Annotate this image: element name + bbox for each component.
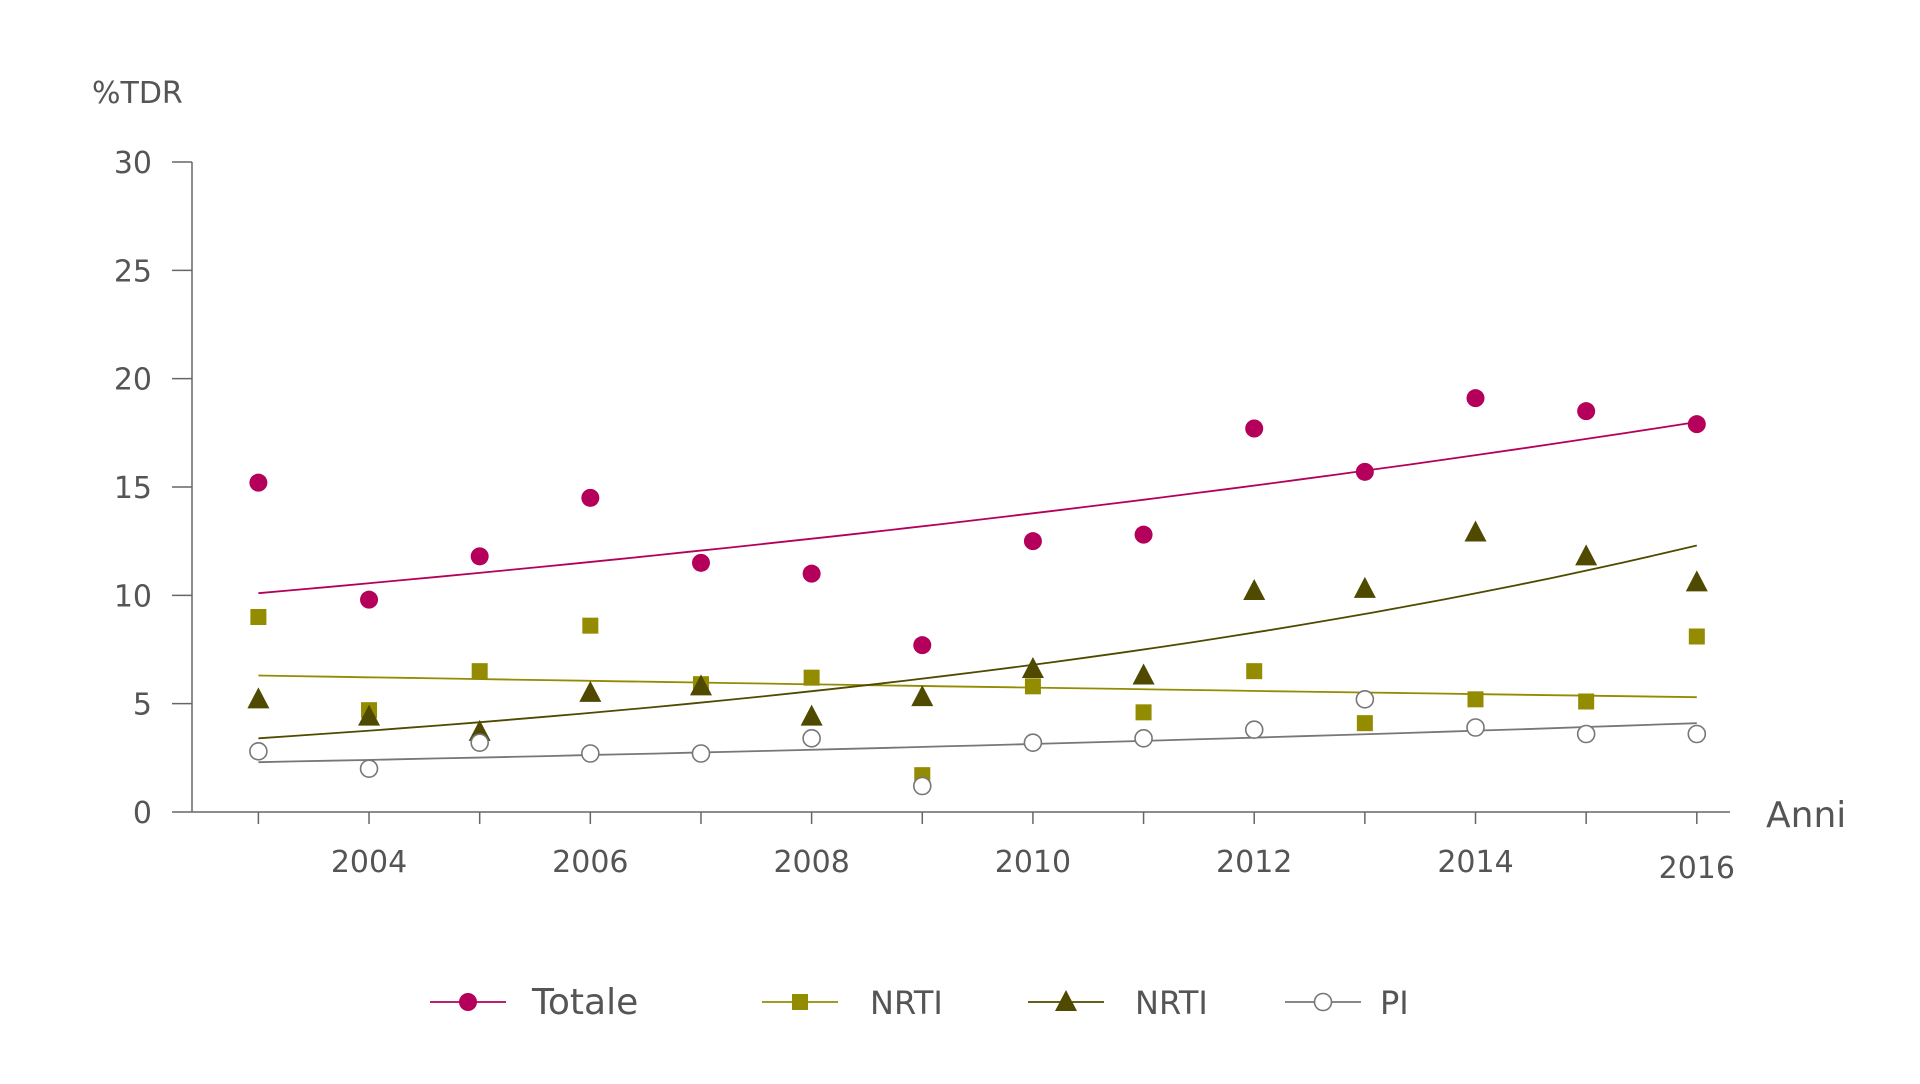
point-series-3 [358,704,381,726]
point-series-4 [691,744,711,763]
point-series-2 [1356,715,1373,732]
point-series-3 [911,685,934,707]
point-series-2 [250,609,267,625]
point-series-3 [1132,663,1155,685]
point-series-4 [470,733,489,752]
point-series-2 [1246,663,1263,680]
point-series-3 [247,687,270,709]
point-series-1 [1687,415,1706,434]
point-series-1 [691,553,710,572]
trend-line-1 [258,421,1697,595]
point-series-3 [579,680,602,702]
point-series-1 [1355,462,1374,481]
point-series-4 [802,729,821,748]
point-series-1 [913,636,932,655]
point-series-4 [1134,729,1153,748]
point-series-4 [1576,724,1596,744]
point-series-1 [470,547,489,566]
trend-line-4 [258,722,1697,764]
y-tick-label: 30 [114,146,152,181]
point-series-4 [359,759,379,778]
point-series-4 [1687,724,1707,744]
point-series-2 [1467,691,1484,708]
legend-label-4: PI [1380,984,1409,1022]
axes: 0 5 10 15 20 25 30 2004 2006 2008 2010 2012 2014 2016… [92,76,1846,886]
point-series-3 [1021,657,1044,678]
point-series-2 [803,669,820,686]
point-series-2 [1578,693,1595,710]
x-tick-label: 2016 [1659,851,1735,886]
legend: Totale NRTI NRTI PI [430,982,1409,1023]
point-series-4 [581,744,600,763]
x-axis-title: Anni [1766,795,1846,836]
point-series-1 [1577,402,1596,421]
legend-label-3: NRTI [1135,984,1208,1022]
legend-label-1: Totale [531,982,638,1023]
point-series-4 [1355,690,1375,709]
point-series-2 [582,617,599,634]
point-series-3 [1243,579,1266,600]
legend-label-2: NRTI [870,984,943,1022]
legend-marker-2 [792,994,808,1010]
point-series-3 [1464,520,1487,542]
point-series-4 [249,742,268,761]
y-tick-label: 20 [114,363,152,398]
y-tick-label: 0 [133,796,152,831]
point-series-1 [249,473,268,492]
x-tick-label: 2004 [331,845,407,880]
x-tick-label: 2014 [1437,845,1513,880]
point-series-3 [689,674,712,696]
x-tick-label: 2010 [995,845,1071,880]
point-series-3 [1353,576,1376,598]
point-series-4 [1023,733,1043,752]
legend-marker-3 [1055,990,1077,1011]
point-series-2 [471,663,488,680]
y-axis-title: %TDR [92,76,183,111]
point-series-1 [802,564,821,583]
trend-lines [258,421,1698,764]
point-series-1 [1245,419,1264,438]
point-series-2 [1135,704,1152,721]
point-series-1 [581,488,600,507]
y-tick-label: 10 [114,579,152,614]
point-series-4 [912,776,932,796]
point-series-3 [800,704,823,726]
y-tick-label: 5 [133,688,152,723]
trend-line-3 [258,544,1698,740]
point-series-1 [1134,525,1153,544]
point-series-2 [1024,678,1041,695]
legend-marker-4 [1313,992,1333,1012]
legend-marker-1 [459,993,477,1011]
point-series-3 [1575,544,1598,566]
y-tick-label: 25 [114,254,152,289]
x-tick-label: 2008 [773,845,849,880]
trend-line-2 [258,674,1697,699]
point-series-1 [1466,389,1485,408]
data-points [247,389,1708,796]
x-tick-label: 2006 [552,845,628,880]
point-series-4 [1466,718,1485,737]
point-series-2 [1688,628,1705,645]
y-tick-label: 15 [114,471,152,506]
point-series-3 [1685,570,1708,592]
point-series-1 [360,590,379,609]
point-series-1 [1023,532,1042,551]
x-tick-label: 2012 [1216,845,1292,880]
point-series-4 [1244,720,1264,739]
